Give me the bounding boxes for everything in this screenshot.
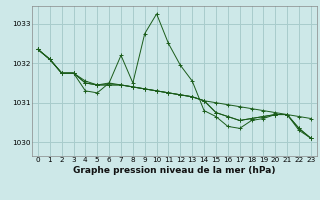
X-axis label: Graphe pression niveau de la mer (hPa): Graphe pression niveau de la mer (hPa) [73, 166, 276, 175]
